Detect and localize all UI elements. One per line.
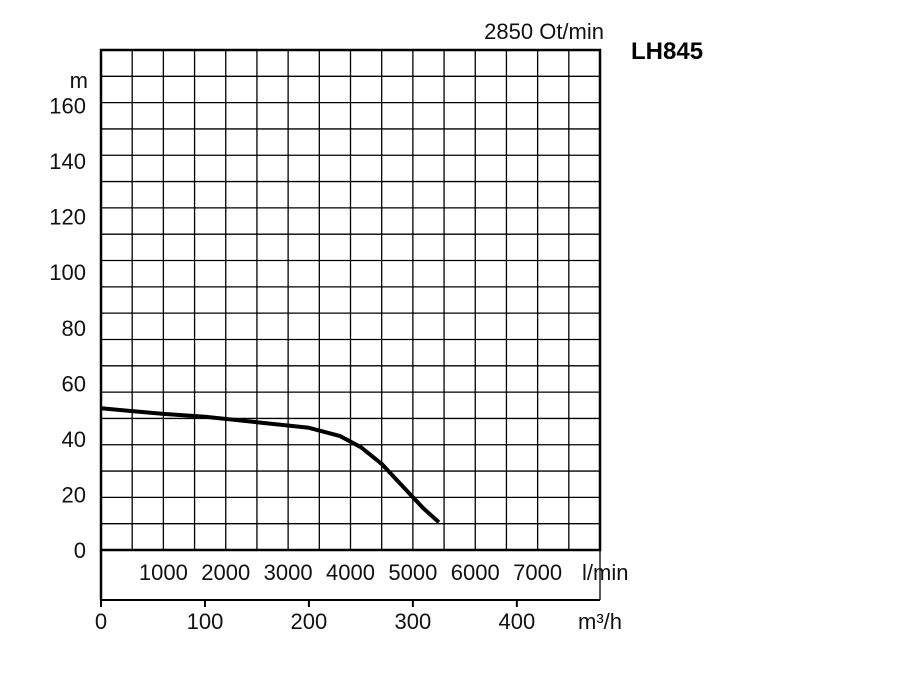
y-tick-label: 40: [62, 427, 86, 452]
x-lpm-tick-label: 2000: [201, 560, 250, 585]
x-m3h-tick-label: 300: [395, 609, 432, 634]
y-axis-ticks: 0 20 40 60 80 100 120 140 160: [49, 94, 86, 563]
x-axis-m3h-ticks: 0 100 200 300 400: [95, 600, 535, 634]
performance-curve: [100, 406, 441, 524]
x-lpm-tick-label: 5000: [388, 560, 437, 585]
y-tick-label: 140: [49, 149, 86, 174]
x-m3h-tick-label: 0: [95, 609, 107, 634]
x-m3h-tick-label: 200: [291, 609, 328, 634]
y-axis-label: m: [70, 68, 88, 93]
x-axis-m3h-label: m³/h: [578, 609, 622, 634]
grid: [101, 50, 600, 550]
x-lpm-tick-label: 6000: [451, 560, 500, 585]
x-axis-lpm-ticks: 1000 2000 3000 4000 5000 6000 7000: [139, 560, 562, 585]
chart-title: LH845: [631, 38, 703, 65]
y-tick-label: 100: [49, 260, 86, 285]
y-tick-label: 120: [49, 205, 86, 230]
x-axis-lpm-label: l/min: [582, 560, 628, 585]
x-lpm-tick-label: 3000: [264, 560, 313, 585]
y-tick-label: 20: [62, 482, 86, 507]
y-tick-label: 0: [74, 538, 86, 563]
x-lpm-tick-label: 7000: [513, 560, 562, 585]
y-tick-label: 160: [49, 94, 86, 119]
chart-subtitle: 2850 Ot/min: [484, 19, 604, 44]
x-m3h-tick-label: 100: [187, 609, 224, 634]
x-lpm-tick-label: 1000: [139, 560, 188, 585]
x-m3h-tick-label: 400: [498, 609, 535, 634]
series-group: [100, 406, 441, 524]
y-tick-label: 80: [62, 316, 86, 341]
x-lpm-tick-label: 4000: [326, 560, 375, 585]
plot-border: [99, 48, 602, 552]
y-tick-label: 60: [62, 371, 86, 396]
